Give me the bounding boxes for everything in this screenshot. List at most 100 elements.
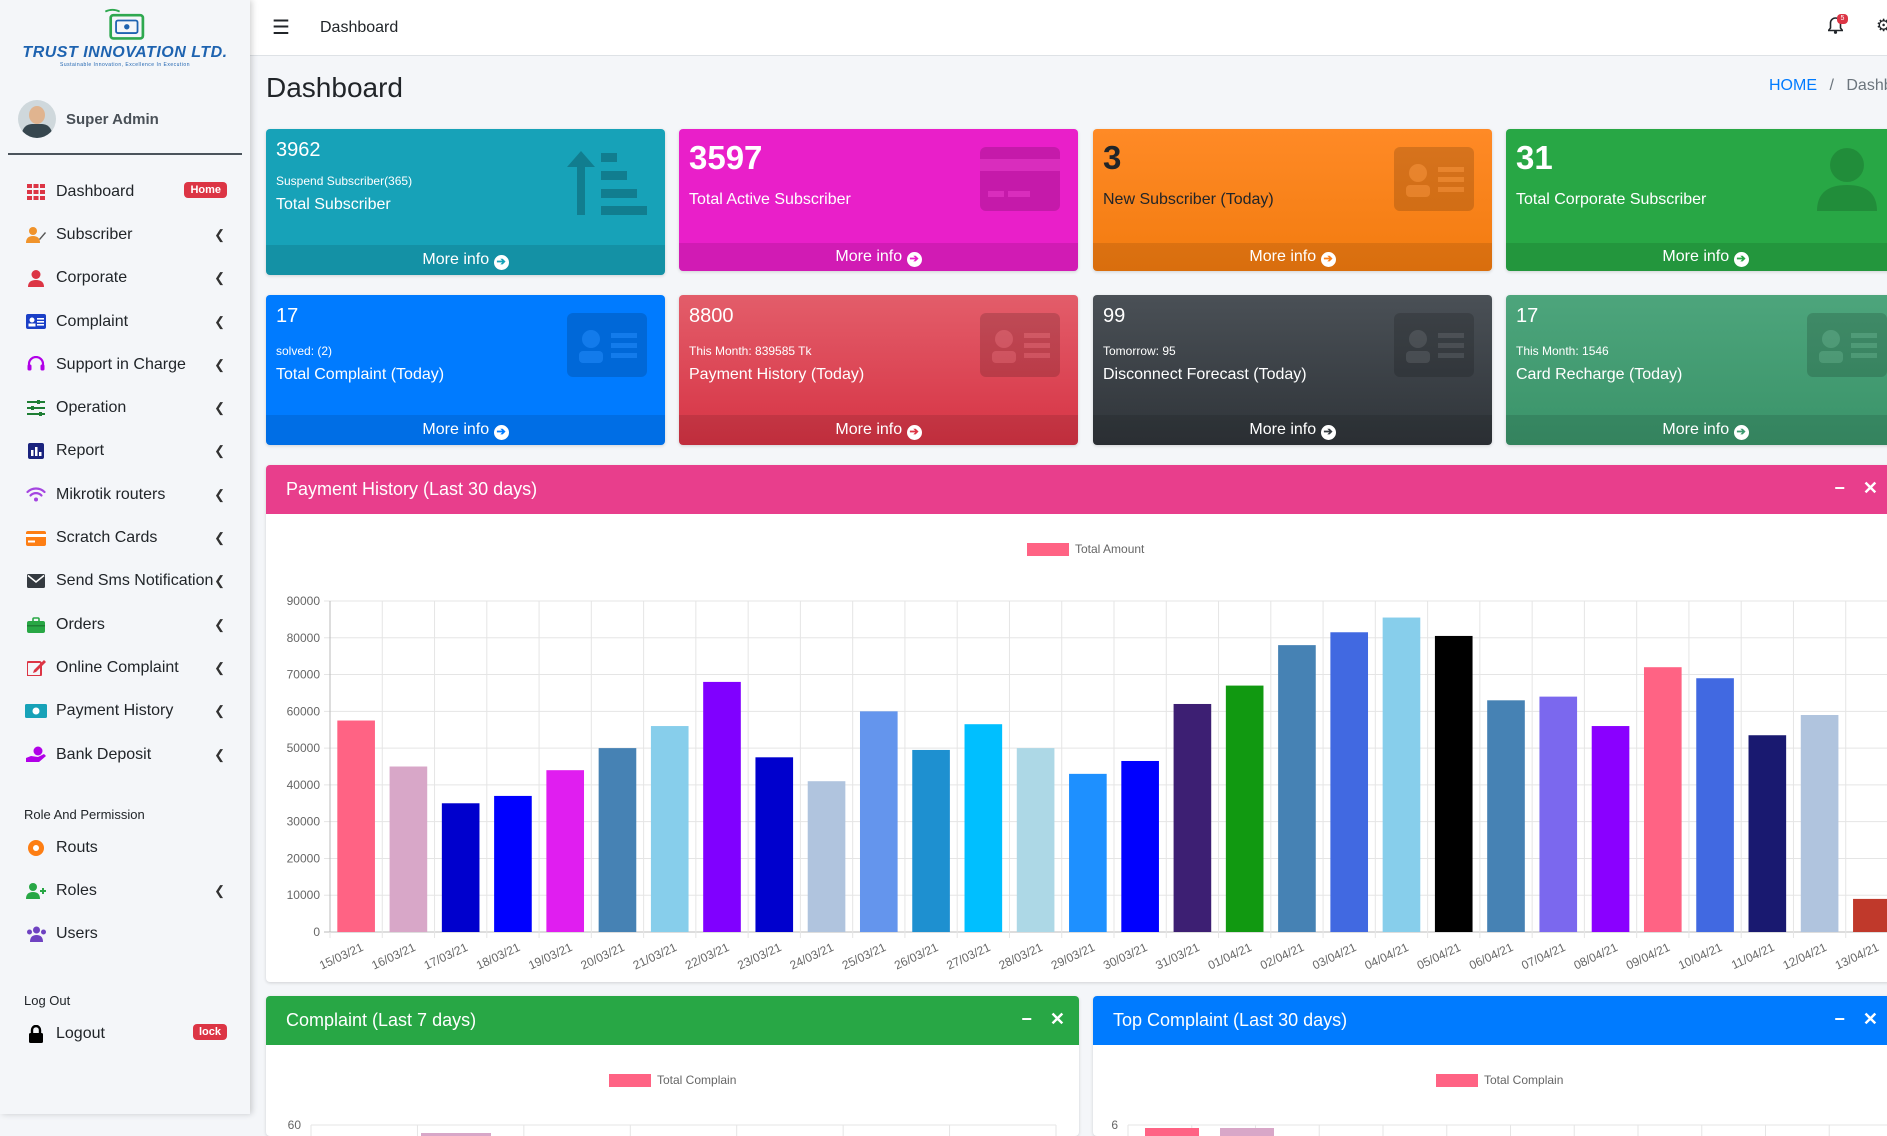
bar[interactable]	[1434, 635, 1473, 932]
bar[interactable]	[964, 724, 1003, 932]
bar[interactable]	[1800, 715, 1839, 932]
gear-icon[interactable]: ⚙	[1876, 16, 1887, 35]
sidebar-item-bank-deposit[interactable]: Bank Deposit ❮	[0, 733, 250, 776]
more-info-link[interactable]: More info ➔	[1506, 243, 1887, 271]
sidebar-item-users[interactable]: Users	[0, 913, 250, 956]
more-info-link[interactable]: More info ➔	[266, 415, 665, 445]
bar[interactable]	[598, 748, 637, 932]
sidebar-item-payment-history[interactable]: Payment History ❮	[0, 690, 250, 733]
bar[interactable]	[859, 711, 898, 932]
sidebar-item-label: Subscriber	[56, 225, 133, 243]
bar[interactable]	[1382, 617, 1421, 932]
complaint-bar-chart: 60	[288, 1118, 1057, 1136]
breadcrumb-current: Dashboard	[1846, 77, 1887, 94]
chevron-left-icon: ❮	[214, 703, 225, 719]
sidebar-item-send-sms-notification[interactable]: Send Sms Notification ❮	[0, 560, 250, 603]
collapse-icon[interactable]: −	[1834, 1009, 1845, 1029]
sidebar-item-routs[interactable]: Routs	[0, 826, 250, 869]
close-icon[interactable]: ✕	[1862, 478, 1878, 498]
more-info-link[interactable]: More info ➔	[266, 245, 665, 275]
top-navbar: ☰ Dashboard 5 ⚙	[250, 0, 1887, 56]
bar[interactable]	[650, 726, 689, 932]
topbar-title[interactable]: Dashboard	[320, 19, 399, 36]
collapse-icon[interactable]: −	[1834, 478, 1845, 498]
sidebar-item-corporate[interactable]: Corporate ❮	[0, 257, 250, 300]
bar[interactable]	[1145, 1128, 1199, 1136]
bar[interactable]	[1487, 700, 1525, 932]
more-info-link[interactable]: More info ➔	[1506, 415, 1887, 445]
chevron-left-icon: ❮	[214, 313, 225, 329]
bar[interactable]	[1330, 632, 1369, 932]
x-tick-label: 24/03/21	[788, 940, 837, 973]
id-card-icon	[1394, 313, 1474, 377]
menu-toggle-icon[interactable]: ☰	[272, 17, 290, 39]
bar[interactable]	[1591, 726, 1630, 932]
nav-section-log-out: Log Out	[24, 993, 71, 1009]
grid-icon	[25, 183, 47, 200]
envelope-icon	[25, 574, 47, 589]
bar[interactable]	[389, 766, 428, 933]
bar[interactable]	[1278, 645, 1316, 932]
more-info-link[interactable]: More info ➔	[1093, 415, 1492, 445]
bar[interactable]	[1121, 760, 1159, 932]
user-plus-icon	[25, 883, 47, 900]
bar[interactable]	[1748, 735, 1787, 932]
stat-sub: This Month: 1546	[1516, 344, 1609, 358]
sidebar-item-orders[interactable]: Orders ❮	[0, 603, 250, 646]
user-tie-icon	[25, 269, 47, 287]
more-info-label: More info	[1662, 421, 1730, 438]
bar[interactable]	[1696, 678, 1734, 932]
sidebar-item-scratch-cards[interactable]: Scratch Cards ❮	[0, 516, 250, 559]
close-icon[interactable]: ✕	[1049, 1009, 1065, 1029]
bar[interactable]	[441, 803, 480, 932]
bar[interactable]	[1220, 1128, 1274, 1136]
user-panel[interactable]: Super Admin	[18, 100, 159, 138]
x-tick-label: 30/03/21	[1101, 940, 1150, 973]
bar[interactable]	[1225, 685, 1264, 932]
breadcrumb-home[interactable]: HOME	[1769, 77, 1817, 94]
bar[interactable]	[337, 720, 375, 932]
chevron-left-icon: ❮	[214, 573, 225, 589]
bar[interactable]	[1853, 898, 1887, 932]
x-tick-label: 01/04/21	[1206, 940, 1255, 973]
bar[interactable]	[912, 749, 950, 932]
bar[interactable]	[1016, 748, 1055, 932]
stat-sub: Tomorrow: 95	[1103, 344, 1176, 358]
bar[interactable]	[807, 781, 846, 932]
bar[interactable]	[1173, 703, 1212, 932]
brand-logo[interactable]: TRUST INNOVATION LTD. Sustainable Innova…	[0, 0, 250, 68]
more-info-link[interactable]: More info ➔	[1093, 243, 1492, 271]
sidebar-item-logout[interactable]: Logout lock	[0, 1012, 250, 1055]
sidebar-item-subscriber[interactable]: Subscriber ❮	[0, 213, 250, 256]
bar[interactable]	[494, 795, 532, 932]
credit-card-icon	[980, 147, 1060, 211]
bar[interactable]	[1643, 667, 1682, 932]
sidebar-item-dashboard[interactable]: Dashboard Home	[0, 170, 250, 213]
bar[interactable]	[1539, 696, 1578, 932]
bar[interactable]	[755, 757, 794, 932]
chart-legend: Total Complain	[1436, 1073, 1563, 1087]
brand-name: TRUST INNOVATION LTD.	[22, 44, 228, 61]
more-info-link[interactable]: More info ➔	[679, 415, 1078, 445]
close-icon[interactable]: ✕	[1862, 1009, 1878, 1029]
sidebar-item-online-complaint[interactable]: Online Complaint ❮	[0, 646, 250, 689]
bar[interactable]	[703, 681, 741, 932]
bar[interactable]	[1069, 773, 1107, 932]
sidebar-item-complaint[interactable]: Complaint ❮	[0, 300, 250, 343]
bar[interactable]	[546, 770, 585, 932]
stat-value: 8800	[689, 305, 734, 327]
brand-tagline: Sustainable Innovation, Excellence In Ex…	[60, 62, 190, 68]
chevron-left-icon: ❮	[214, 270, 225, 286]
id-card-icon	[25, 314, 47, 330]
notification-count-badge: 5	[1837, 14, 1848, 24]
sidebar-item-report[interactable]: Report ❮	[0, 430, 250, 473]
sidebar-item-mikrotik-routers[interactable]: Mikrotik routers ❮	[0, 473, 250, 516]
more-info-link[interactable]: More info ➔	[679, 243, 1078, 271]
sidebar-item-support-in-charge[interactable]: Support in Charge ❮	[0, 343, 250, 386]
chevron-left-icon: ❮	[214, 226, 225, 242]
sidebar-item-operation[interactable]: Operation ❮	[0, 386, 250, 429]
collapse-icon[interactable]: −	[1021, 1009, 1032, 1029]
sidebar-item-roles[interactable]: Roles ❮	[0, 869, 250, 912]
x-tick-label: 03/04/21	[1310, 940, 1359, 973]
stat-label: Payment History (Today)	[689, 366, 865, 383]
